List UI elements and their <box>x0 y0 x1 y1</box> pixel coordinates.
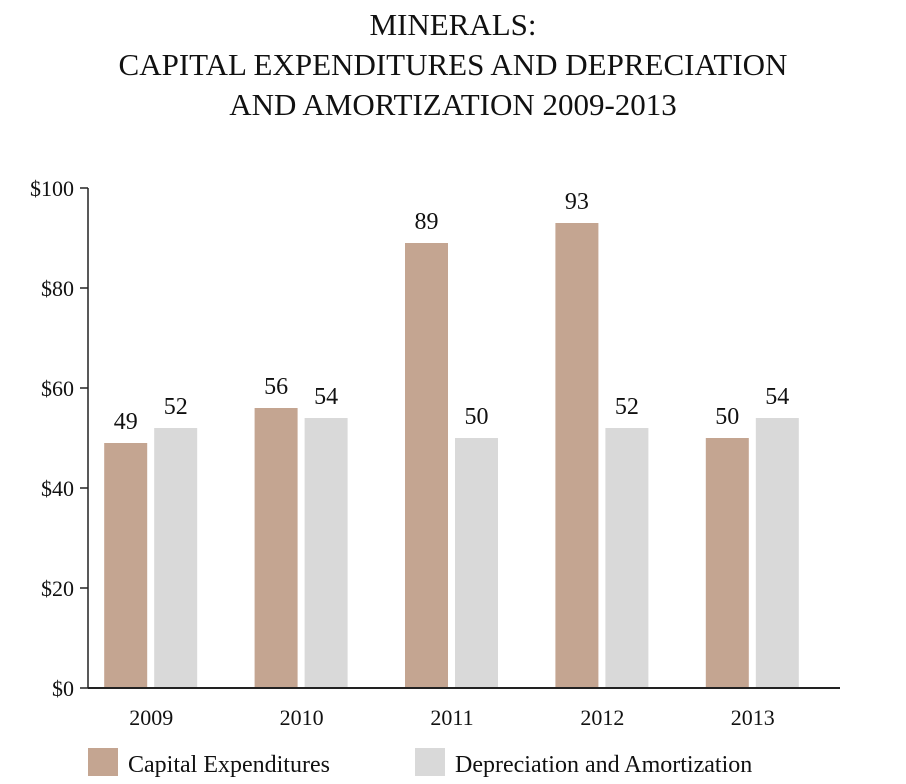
x-tick-label: 2013 <box>731 705 775 730</box>
value-label: 54 <box>314 384 338 410</box>
x-tick-label: 2010 <box>280 705 324 730</box>
y-tick-label: $0 <box>52 676 74 701</box>
x-tick-label: 2009 <box>129 705 173 730</box>
bar <box>755 418 799 688</box>
x-tick-label: 2011 <box>430 705 473 730</box>
bar <box>104 443 148 688</box>
bar <box>705 438 749 688</box>
y-tick-label: $60 <box>41 376 74 401</box>
value-label: 89 <box>415 209 439 235</box>
bar <box>555 223 599 688</box>
value-label: 52 <box>615 394 639 420</box>
bar <box>405 243 448 688</box>
legend-label: Capital Expenditures <box>128 752 330 778</box>
value-label: 49 <box>114 409 138 435</box>
y-tick-label: $80 <box>41 276 74 301</box>
chart-title: CAPITAL EXPENDITURES AND DEPRECIATION <box>119 47 788 82</box>
bar <box>304 418 348 688</box>
chart-title: MINERALS: <box>369 7 536 42</box>
bar <box>455 438 498 688</box>
y-tick-label: $20 <box>41 576 74 601</box>
legend-swatch <box>88 748 118 776</box>
value-label: 93 <box>565 189 589 215</box>
legend-swatch <box>415 748 445 776</box>
value-label: 50 <box>465 404 489 430</box>
y-tick-label: $40 <box>41 476 74 501</box>
value-label: 50 <box>715 404 739 430</box>
chart-title: AND AMORTIZATION 2009-2013 <box>229 87 677 122</box>
value-label: 56 <box>264 374 288 400</box>
bar <box>254 408 298 688</box>
bar <box>154 428 198 688</box>
bar <box>605 428 649 688</box>
legend-label: Depreciation and Amortization <box>455 752 752 778</box>
value-label: 54 <box>765 384 789 410</box>
y-tick-label: $100 <box>30 176 74 201</box>
x-tick-label: 2012 <box>580 705 624 730</box>
value-label: 52 <box>164 394 188 420</box>
